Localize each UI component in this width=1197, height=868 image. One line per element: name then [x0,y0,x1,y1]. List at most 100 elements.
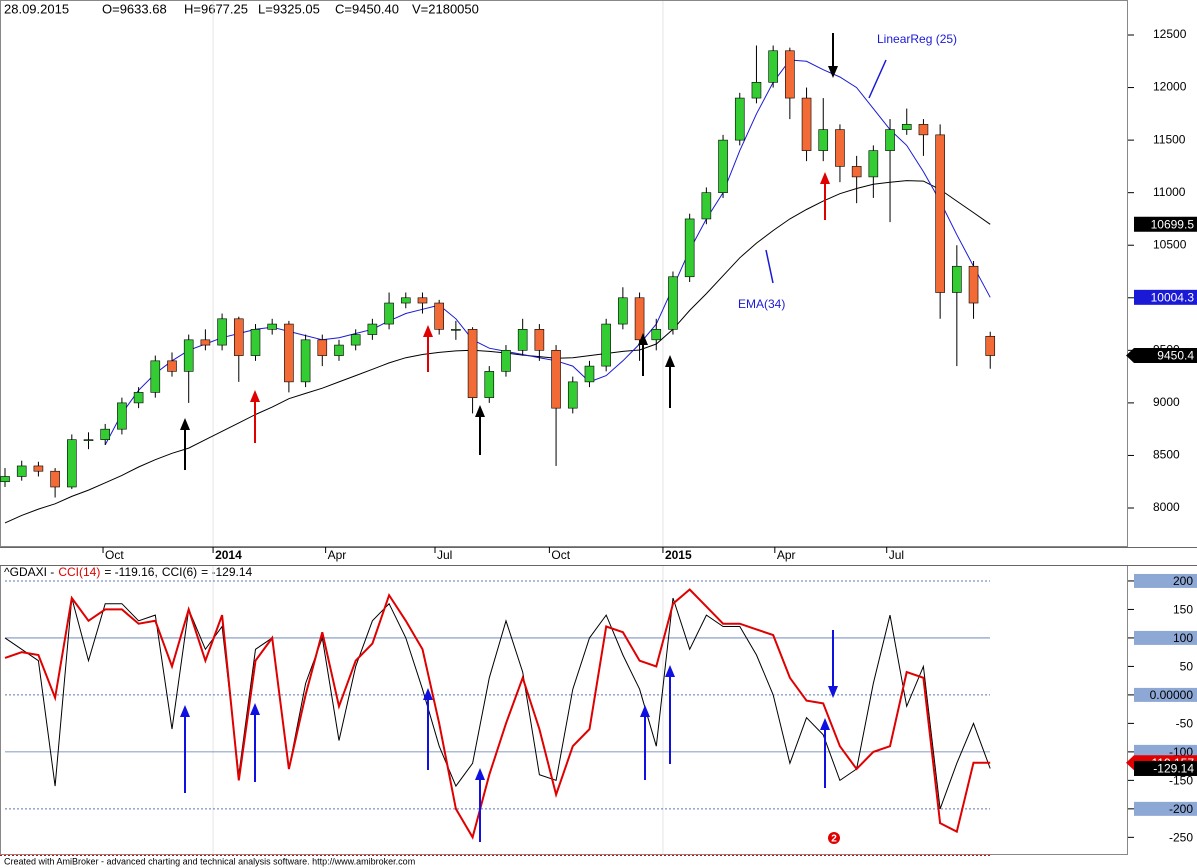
candle-body [117,402,127,430]
signal-arrow-head [640,705,650,717]
annotation: EMA(34) [738,297,785,311]
y-tick-label: -200 [1169,802,1193,816]
candle-body [734,97,745,141]
candle-body [517,329,528,351]
candle-body [317,339,328,356]
value-label: 10699.5 [1151,217,1195,231]
signal-arrow-head [475,405,485,417]
candle-body [100,428,111,440]
candle-body [300,339,311,383]
signal-arrow-head [638,333,648,345]
legend-value: = -129.14 [201,565,252,579]
candle-body [952,265,962,293]
legend-value: = -119.16, [104,565,157,579]
value-box [1134,216,1197,232]
value-label: 10004.3 [1151,291,1195,305]
low: L=9325.05 [258,1,320,16]
cci-legend: ^GDAXI - CCI(14) = -119.16, CCI(6) = -129.14 [4,565,253,579]
candle-body [501,350,511,372]
signal-arrow-head [828,66,838,78]
level-box [1134,630,1197,645]
annotation: LinearReg (25) [877,32,957,46]
legend-series: CCI(6) [162,565,197,579]
x-tick-label: 2015 [665,548,692,562]
y-tick-label: -250 [1169,831,1193,845]
candle-body [651,329,662,341]
close: C=9450.40 [335,1,399,16]
signal-marker-label: 2 [831,834,837,845]
candle-body [567,381,578,409]
signal-arrow-head [250,703,260,715]
candle-body [200,339,211,346]
candle-body [701,192,712,220]
candle-body [284,323,294,383]
signal-arrow-head [828,686,838,698]
candle-body [16,465,27,477]
candle-body [267,323,277,330]
signal-arrow-head [423,688,433,700]
y-tick-label: 100 [1173,631,1193,645]
candle-body [67,439,77,488]
candle-body [250,329,261,356]
y-tick-label: 8500 [1153,448,1180,462]
x-tick-label: Oct [551,548,570,562]
candle-body [935,134,945,293]
candle-body [400,297,411,304]
value-label: -129.14 [1153,762,1194,776]
candle-body [183,339,194,372]
candle-body [818,129,829,151]
signal-arrow-head [820,172,830,184]
value-box [1126,348,1197,364]
signal-arrow-head [180,705,190,717]
x-tick-label: Jul [437,548,452,562]
candle-body [618,297,628,325]
candle-body [751,82,762,99]
candle-body [350,334,361,346]
candle-body [367,323,378,335]
candle-body [133,392,144,404]
candle-body [785,50,795,99]
series-line [4,588,991,840]
y-tick-label: 12000 [1153,80,1187,94]
candle-body [551,350,561,409]
footer: Created with AmiBroker - advanced charti… [4,856,415,866]
y-tick-label: -150 [1169,774,1193,788]
signal-arrow-head [820,718,830,730]
candle-body [467,329,478,398]
candle-body [384,302,394,325]
candle-body [334,344,344,356]
signal-arrow-head [665,665,675,677]
candle-body [233,318,244,356]
candle-body [801,97,812,151]
signal-marker [828,832,840,844]
candle-body [167,360,177,372]
y-tick-label: -50 [1176,717,1194,731]
annotation-pointer [868,59,887,99]
candle-body [451,329,461,331]
y-tick-label: 12500 [1153,27,1187,41]
candle-body [835,129,845,167]
candle-body [484,371,495,398]
value-box [1134,289,1197,305]
level-box [1134,573,1197,588]
y-tick-label: 8000 [1153,500,1180,514]
candle-body [434,302,444,330]
candle-body [918,124,929,136]
date: 28.09.2015 [4,1,69,16]
header: 28.09.2015 O=9633.68 H=9677.25 L=9325.05… [4,1,479,16]
annotation-pointer [765,249,774,284]
y-tick-label: 9000 [1153,395,1180,409]
candle-body [985,335,996,356]
x-tick-label: 2014 [215,548,242,562]
value-label: 9450.4 [1157,349,1194,363]
y-tick-label: 50 [1180,660,1194,674]
candle-body [851,166,862,178]
symbol: ^GDAXI - [4,565,54,579]
signal-arrow-head [180,418,190,430]
candle-body [217,318,227,346]
candle-body [901,124,912,130]
candle-body [601,323,611,367]
value-box [1134,760,1197,776]
